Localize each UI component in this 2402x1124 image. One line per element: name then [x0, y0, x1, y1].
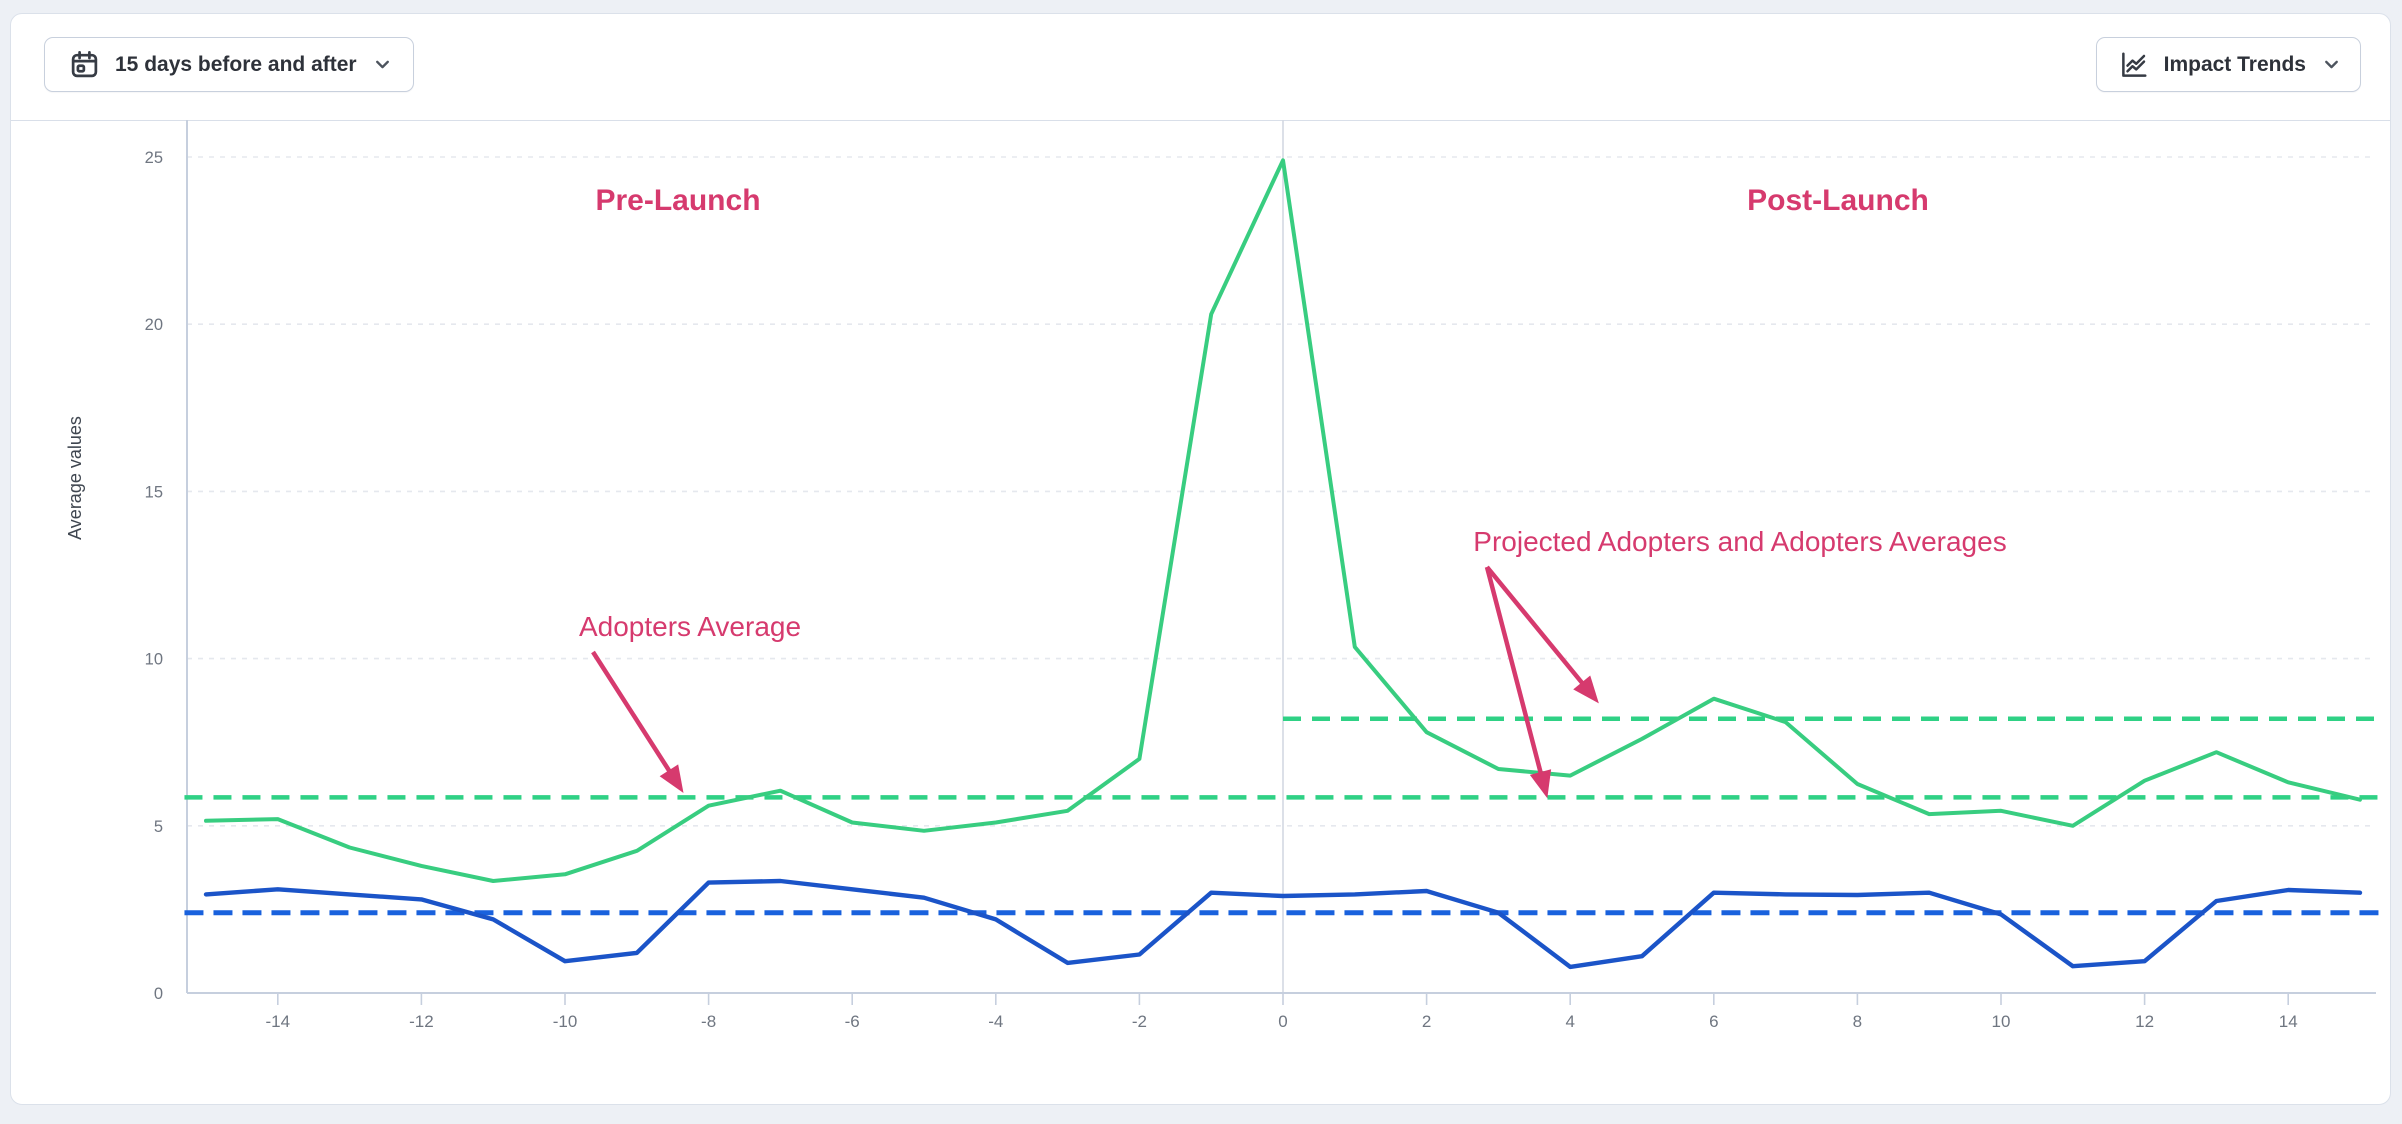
line-chart-icon: [2119, 50, 2149, 80]
date-range-button[interactable]: 15 days before and after: [44, 37, 414, 92]
impact-trends-card: 15 days before and after Impact Trends: [10, 13, 2391, 1105]
toolbar: 15 days before and after Impact Trends: [11, 14, 2390, 121]
chevron-down-icon: [2321, 54, 2342, 75]
impact-trends-button[interactable]: Impact Trends: [2095, 37, 2361, 92]
calendar-icon: [69, 49, 100, 80]
chevron-down-icon: [372, 54, 393, 75]
impact-trends-label: Impact Trends: [2163, 52, 2306, 76]
date-range-label: 15 days before and after: [115, 52, 357, 76]
